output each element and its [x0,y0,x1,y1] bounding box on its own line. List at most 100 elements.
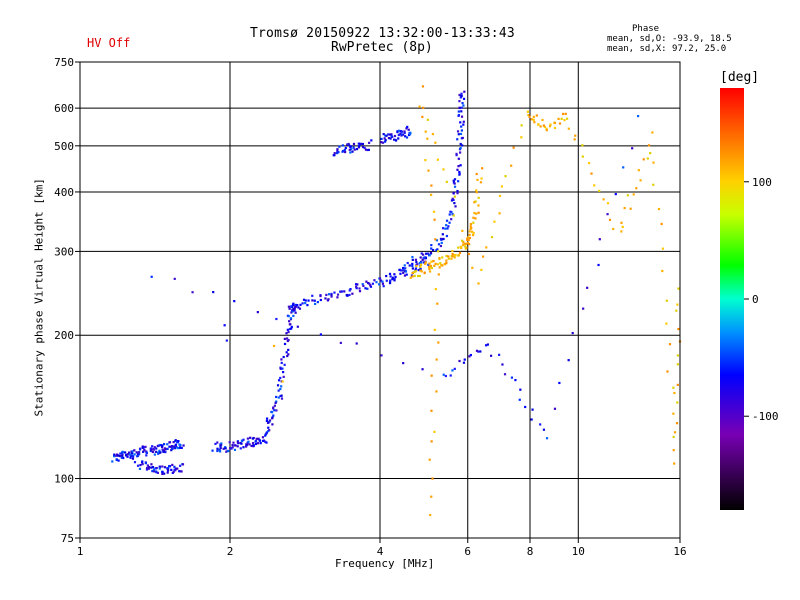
data-point [479,181,483,184]
data-point [405,127,408,130]
data-point [159,443,162,447]
data-point [590,172,593,175]
data-point [407,128,410,131]
data-point [270,411,274,414]
data-point [293,309,296,312]
data-point [401,130,404,133]
data-point [153,470,156,473]
data-point [128,451,131,454]
x-tick-label: 8 [527,545,534,558]
data-point [149,447,153,450]
data-point [458,170,461,174]
data-point [456,192,459,195]
x-axis-label: Frequency [MHz] [335,557,435,570]
data-point [424,261,427,264]
data-point [147,467,150,470]
data-point [471,266,474,269]
data-point [531,408,534,411]
data-point [504,175,507,178]
data-point [436,158,439,161]
data-point [676,303,679,306]
data-point [436,302,439,305]
data-point [475,172,478,176]
x-tick-label: 6 [464,545,471,558]
data-point [296,304,299,307]
chart-grid [80,62,680,538]
data-point [316,300,319,304]
data-point [137,451,141,454]
data-point [442,373,445,376]
data-point [649,151,652,155]
plot-subtitle: RwPretec (8p) [331,40,433,55]
data-point [582,307,585,310]
data-point [155,470,158,473]
data-point [348,289,351,292]
data-point [296,325,299,328]
data-point [421,85,425,88]
data-point [219,444,223,447]
data-point [241,439,244,443]
data-point [477,204,480,207]
data-point [402,271,405,274]
data-point [676,354,680,357]
data-point [457,133,460,136]
data-point [468,355,471,358]
phase-o-stats: mean, sd,O: -93.9, 18.5 [607,34,732,44]
data-point [519,388,522,391]
data-point [612,227,615,231]
data-point [387,133,390,136]
data-point [565,117,569,120]
colorbar-ticks: 100 0 -100 [744,176,779,423]
data-point [397,137,400,140]
data-point [225,450,228,453]
data-point [449,210,452,213]
data-point [174,447,177,450]
data-point [450,255,453,258]
data-point [426,137,429,140]
data-point [394,275,397,279]
data-point [462,104,465,107]
data-point [177,447,180,450]
data-point [349,151,352,154]
data-point [368,141,371,144]
data-point [138,452,141,455]
data-point [472,221,475,224]
data-point [450,257,453,260]
data-point [285,332,288,335]
data-point [164,450,167,454]
data-point [223,324,226,327]
data-point [227,449,230,453]
data-point [402,133,405,136]
data-point [145,451,148,455]
data-point [428,267,431,271]
data-point [451,213,454,216]
data-point [290,327,293,330]
data-point [462,240,465,244]
data-point [157,444,160,447]
data-point [458,100,461,103]
data-point [301,302,304,305]
data-point [433,264,436,267]
data-point [393,279,396,282]
data-point [218,450,222,453]
data-point [341,144,344,147]
data-point [160,445,164,449]
data-point [272,344,276,348]
data-point [369,285,373,288]
data-point [567,127,570,130]
data-point [385,279,388,282]
data-point [530,118,533,121]
data-point [606,202,610,205]
data-point [453,178,457,181]
data-point [365,280,368,283]
data-point [440,238,443,241]
data-point [530,418,533,421]
phase-heading: Phase [632,24,660,34]
data-point [286,328,289,331]
data-point [402,268,405,271]
data-point [527,114,530,117]
data-point [457,114,460,117]
data-point [354,283,358,286]
data-point [150,449,153,452]
data-point [587,162,591,165]
